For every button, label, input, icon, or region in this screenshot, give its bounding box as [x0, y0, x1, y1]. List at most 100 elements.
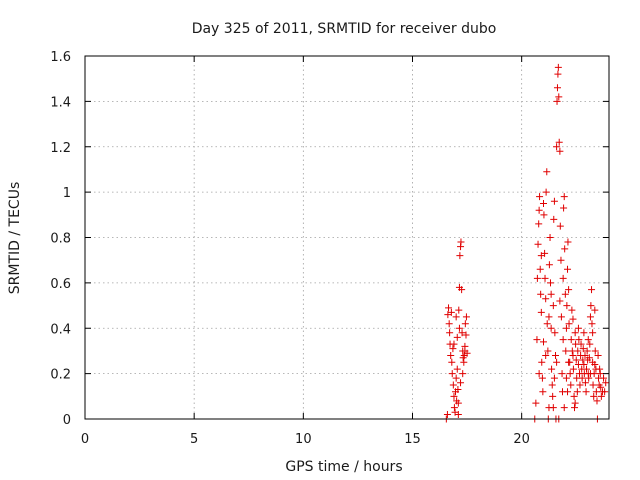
- data-point: [539, 388, 547, 396]
- data-point: [459, 370, 467, 378]
- y-tick-label: 1.6: [50, 50, 71, 65]
- data-point: [587, 302, 595, 310]
- data-point: [590, 392, 598, 400]
- data-point: [554, 70, 562, 78]
- data-point: [534, 240, 542, 248]
- data-point: [454, 386, 462, 394]
- data-point: [545, 313, 553, 321]
- data-point: [545, 261, 553, 269]
- data-point: [457, 238, 465, 246]
- data-point: [558, 370, 566, 378]
- data-point: [565, 320, 573, 328]
- data-point: [550, 215, 558, 223]
- data-point: [568, 306, 576, 314]
- data-point: [565, 358, 573, 366]
- data-point: [564, 388, 572, 396]
- data-point: [447, 351, 455, 359]
- data-point: [543, 320, 551, 328]
- data-point: [592, 388, 600, 396]
- data-point: [578, 374, 586, 382]
- x-tick-label: 5: [190, 432, 198, 447]
- data-point: [557, 313, 565, 321]
- data-point: [552, 351, 560, 359]
- data-point: [591, 306, 599, 314]
- data-point: [581, 379, 589, 387]
- data-point: [535, 206, 543, 214]
- data-point: [565, 286, 573, 294]
- data-point: [461, 320, 469, 328]
- data-point: [455, 306, 463, 314]
- data-point: [546, 279, 554, 287]
- data-point: [576, 381, 584, 389]
- data-point: [535, 220, 543, 228]
- y-tick-label: 1: [63, 186, 71, 201]
- data-point: [585, 374, 593, 382]
- data-point: [583, 365, 591, 373]
- data-point: [600, 374, 608, 382]
- data-point: [564, 238, 572, 246]
- data-point: [562, 324, 570, 332]
- data-point: [585, 354, 593, 362]
- data-point: [561, 245, 569, 253]
- data-point: [591, 347, 599, 355]
- data-point: [454, 399, 462, 407]
- data-point: [570, 392, 578, 400]
- data-point: [532, 399, 540, 407]
- data-point: [567, 381, 575, 389]
- data-point: [596, 365, 604, 373]
- data-point: [450, 404, 458, 412]
- data-point: [582, 388, 590, 396]
- data-point: [579, 345, 587, 353]
- data-point: [457, 379, 465, 387]
- data-point: [553, 84, 561, 92]
- data-point: [446, 329, 454, 337]
- data-point: [563, 302, 571, 310]
- data-point: [562, 347, 570, 355]
- data-point: [445, 304, 453, 312]
- data-points: [442, 63, 610, 423]
- data-point: [449, 345, 457, 353]
- data-point: [453, 333, 461, 341]
- data-point: [535, 370, 543, 378]
- data-point: [574, 347, 582, 355]
- data-point: [566, 370, 574, 378]
- data-point: [448, 358, 456, 366]
- data-point: [458, 286, 466, 294]
- y-tick-label: 0.6: [50, 277, 71, 292]
- data-point: [533, 274, 541, 282]
- data-point: [536, 193, 544, 201]
- data-point: [571, 329, 579, 337]
- data-point: [542, 188, 550, 196]
- data-point: [553, 97, 561, 105]
- data-point: [538, 374, 546, 382]
- x-tick-label: 0: [81, 432, 89, 447]
- data-point: [550, 374, 558, 382]
- data-point: [540, 338, 547, 346]
- data-point: [548, 381, 556, 389]
- data-point: [543, 168, 551, 176]
- data-point: [555, 93, 563, 101]
- data-point: [548, 365, 556, 373]
- data-point: [560, 404, 568, 412]
- data-point: [601, 388, 609, 396]
- data-point: [589, 329, 597, 337]
- data-point: [556, 297, 564, 305]
- data-point: [443, 410, 451, 418]
- data-point: [577, 340, 585, 348]
- x-tick-label: 10: [295, 432, 312, 447]
- data-point: [580, 329, 588, 337]
- chart-title: Day 325 of 2011, SRMTID for receiver dub…: [192, 21, 497, 37]
- y-tick-label: 1.2: [50, 141, 71, 156]
- data-point: [536, 265, 544, 273]
- data-point: [453, 365, 461, 373]
- data-point: [597, 383, 605, 391]
- data-point: [557, 256, 565, 264]
- data-point: [561, 290, 569, 298]
- data-point: [537, 290, 545, 298]
- data-point: [597, 392, 605, 400]
- data-point: [551, 329, 559, 337]
- data-point: [583, 347, 591, 355]
- data-point: [588, 286, 596, 294]
- data-point: [602, 379, 610, 387]
- data-point: [454, 410, 462, 418]
